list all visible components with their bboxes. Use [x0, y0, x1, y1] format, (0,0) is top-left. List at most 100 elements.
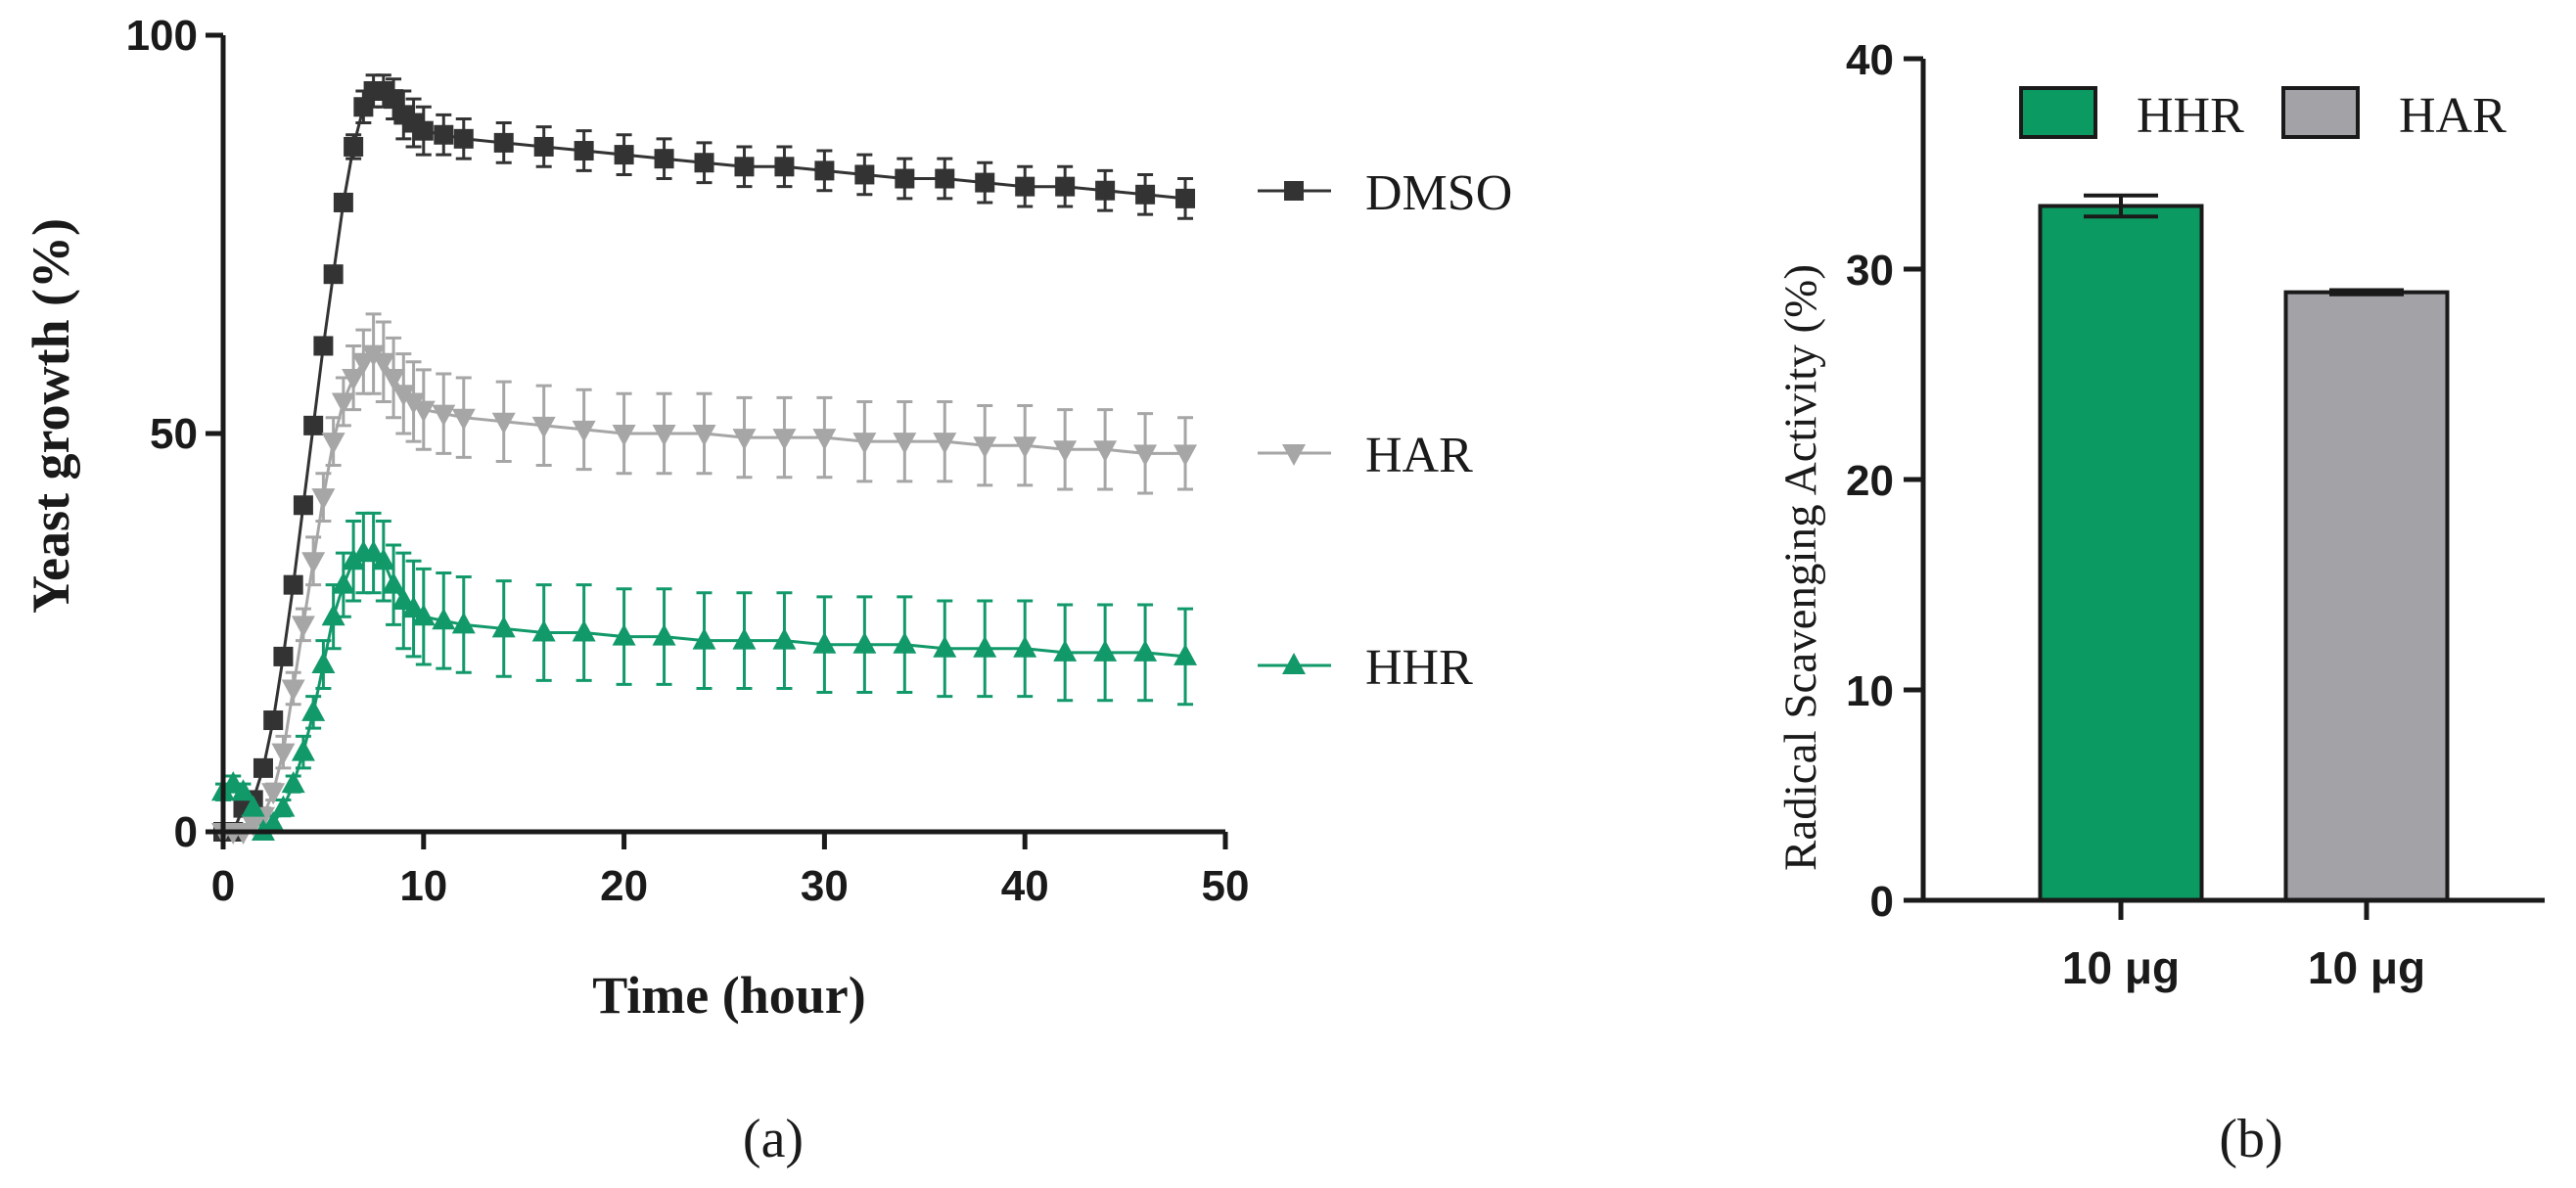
hhr-data-point — [893, 631, 917, 654]
dmso-data-point — [273, 646, 294, 666]
legend-dmso-label: DMSO — [1365, 165, 1512, 221]
har-data-point — [852, 433, 877, 455]
panel-a-x-tick-label: 0 — [211, 862, 235, 910]
hhr-data-point — [321, 604, 345, 626]
hhr-data-point — [451, 612, 476, 634]
har-data-point — [1053, 440, 1078, 463]
har-data-point — [732, 429, 757, 451]
dmso-data-point — [935, 168, 955, 189]
panel-a-line-chart: 0 10 20 30 40 50 0 50 100 Time (hour) Yeast grow… — [22, 12, 1512, 1169]
hhr-data-point — [231, 779, 255, 801]
panel-b-legend: HHR HAR — [2019, 86, 2507, 144]
panel-a-axes — [220, 35, 1225, 835]
hhr-data-point — [371, 548, 395, 571]
har-data-point — [342, 369, 366, 391]
har-data-point — [652, 425, 676, 446]
panel-a-y-axis-label: Yeast growth (%) — [22, 218, 80, 614]
har-data-point — [973, 436, 997, 459]
hhr-data-point — [261, 810, 286, 833]
panel-a-x-tick-label: 50 — [1202, 862, 1250, 910]
dmso-data-point — [1095, 180, 1116, 201]
hhr-data-point — [852, 631, 877, 654]
legend-har-label: HAR — [2399, 88, 2507, 144]
dmso-data-point — [333, 192, 353, 212]
panel-b-bar-chart: 10 μg 10 μg 0 10 20 30 40 Radical Scavenging A… — [1775, 36, 2545, 1169]
har-data-point — [572, 420, 596, 442]
hhr-data-point — [1093, 639, 1118, 662]
panel-a-x-tick-label: 40 — [1001, 862, 1049, 910]
har-data-point — [1133, 444, 1158, 467]
har-data-point — [772, 429, 797, 451]
har-data-point — [491, 412, 516, 434]
dmso-data-point — [434, 124, 454, 145]
dmso-data-point — [975, 172, 995, 193]
hhr-data-point — [281, 771, 305, 794]
panel-a-label: (a) — [743, 1109, 804, 1169]
panel-a-x-tick-label: 10 — [399, 862, 447, 910]
panel-b-label: (b) — [2219, 1109, 2282, 1169]
dmso-data-point — [1055, 176, 1076, 197]
panel-a-y-tick-label: 50 — [150, 410, 198, 458]
hhr-data-point — [271, 795, 296, 817]
dmso-data-point — [323, 264, 344, 285]
panel-b-ticks: 10 μg 10 μg 0 10 20 30 40 — [1846, 36, 2425, 993]
dmso-data-point — [694, 153, 714, 173]
dmso-data-point — [283, 574, 303, 595]
panel-a-x-tick-label: 30 — [801, 862, 849, 910]
dmso-data-point — [313, 336, 334, 356]
hhr-data-point — [692, 627, 716, 650]
panel-a-error-bars — [215, 73, 1194, 834]
har-data-point — [432, 404, 456, 427]
dmso-data-point — [814, 160, 835, 181]
dmso-data-point — [344, 136, 364, 157]
hhr-data-point — [1013, 635, 1037, 658]
hhr-data-point — [531, 619, 556, 642]
dmso-data-point — [1015, 176, 1035, 197]
har-data-point — [411, 400, 436, 423]
bar-hhr — [2038, 204, 2204, 902]
hhr-data-point — [432, 608, 456, 630]
legend-hhr-marker — [1282, 653, 1306, 674]
har-data-point — [311, 488, 336, 511]
panel-a-legend: DMSO HAR HHR — [1258, 165, 1512, 696]
dmso-data-point — [493, 132, 514, 153]
dmso-data-point — [303, 415, 324, 435]
panel-a-x-axis-label: Time (hour) — [592, 966, 866, 1025]
dmso-data-point — [1175, 188, 1196, 208]
har-data-point — [271, 743, 296, 765]
dmso-data-point — [614, 145, 634, 165]
panel-b-bars — [2038, 204, 2450, 902]
bar-har — [2283, 290, 2450, 902]
panel-a-ticks: 0 10 20 30 40 50 0 50 100 — [126, 12, 1250, 910]
legend-har-swatch — [2281, 86, 2360, 139]
hhr-data-point — [652, 623, 676, 646]
har-data-point — [331, 392, 355, 415]
har-data-point — [261, 783, 286, 805]
panel-a-y-tick-label: 0 — [174, 808, 198, 856]
hhr-data-point — [311, 652, 336, 674]
hhr-data-point — [973, 635, 997, 658]
hhr-data-point — [1173, 643, 1198, 665]
panel-b-error-bars — [2084, 193, 2404, 297]
panel-a-y-tick-label: 100 — [126, 12, 198, 60]
panel-b-y-tick-label: 10 — [1846, 667, 1894, 715]
hhr-data-point — [411, 604, 436, 626]
dmso-data-point — [413, 120, 434, 141]
hhr-data-point — [241, 795, 265, 817]
har-data-point — [451, 408, 476, 431]
dmso-data-point — [293, 495, 313, 516]
legend-hhr-swatch — [2019, 86, 2097, 139]
dmso-data-point — [654, 149, 674, 169]
panel-b-y-axis-label: Radical Scavenging Activity (%) — [1775, 264, 1826, 871]
dmso-data-point — [854, 164, 875, 185]
hhr-data-point — [572, 619, 596, 642]
har-data-point — [933, 433, 957, 455]
hhr-data-point — [291, 739, 315, 761]
har-data-point — [692, 425, 716, 446]
har-data-point — [301, 552, 326, 574]
dmso-data-point — [1135, 184, 1156, 205]
hhr-data-point — [772, 627, 797, 650]
panel-b-category-label: 10 μg — [2308, 942, 2425, 993]
panel-b-y-tick-label: 40 — [1846, 36, 1894, 84]
